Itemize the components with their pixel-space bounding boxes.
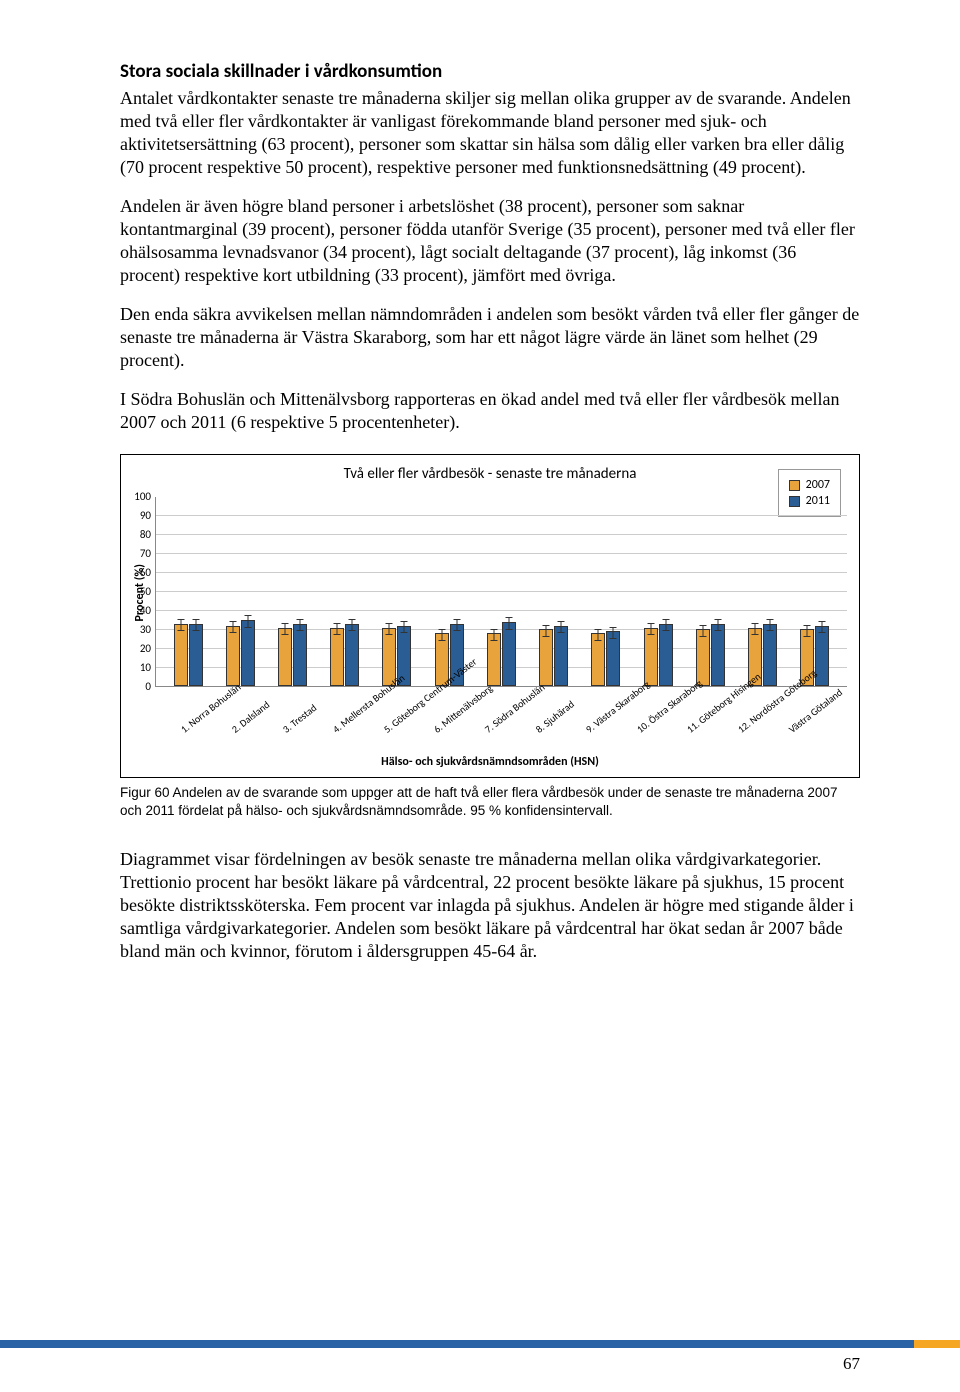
legend-label-2007: 2007 bbox=[806, 478, 830, 492]
chart-plot-area bbox=[155, 497, 847, 687]
paragraph-5: Diagrammet visar fördelningen av besök s… bbox=[120, 848, 860, 963]
bar-2007 bbox=[539, 629, 553, 686]
bar-2011 bbox=[293, 624, 307, 687]
footer-bar bbox=[0, 1340, 960, 1348]
bar-2011 bbox=[763, 624, 777, 687]
x-axis-labels: 1. Norra Bohuslän2. Dalsland3. Trestad4.… bbox=[177, 687, 847, 765]
bar-2007 bbox=[644, 628, 658, 687]
legend-swatch-2007 bbox=[789, 480, 800, 491]
bar-2011 bbox=[241, 620, 255, 687]
bar-2007 bbox=[487, 633, 501, 686]
paragraph-4: I Södra Bohuslän och Mittenälvsborg rapp… bbox=[120, 388, 860, 434]
bar-group bbox=[642, 624, 674, 687]
bar-2011 bbox=[345, 624, 359, 687]
bar-2007 bbox=[696, 629, 710, 686]
bar-group bbox=[538, 626, 570, 687]
bar-2011 bbox=[711, 624, 725, 687]
bar-2011 bbox=[502, 622, 516, 687]
bar-group bbox=[694, 624, 726, 687]
bar-group bbox=[277, 624, 309, 687]
bar-2007 bbox=[330, 628, 344, 687]
chart-title: Två eller fler vårdbesök - senaste tre m… bbox=[121, 465, 859, 483]
bar-2007 bbox=[591, 633, 605, 686]
bar-group bbox=[590, 631, 622, 686]
bar-group bbox=[329, 624, 361, 687]
paragraph-3: Den enda säkra avvikelsen mellan nämndom… bbox=[120, 303, 860, 372]
paragraph-1: Antalet vårdkontakter senaste tre månade… bbox=[120, 87, 860, 179]
bar-group bbox=[172, 624, 204, 687]
chart-container: Två eller fler vårdbesök - senaste tre m… bbox=[120, 454, 860, 778]
bar-2011 bbox=[189, 624, 203, 687]
bar-2011 bbox=[554, 626, 568, 687]
bar-2007 bbox=[174, 624, 188, 687]
bar-2007 bbox=[278, 628, 292, 687]
figure-caption: Figur 60 Andelen av de svarande som uppg… bbox=[120, 784, 860, 819]
footer-blue-segment bbox=[0, 1340, 914, 1348]
bar-2007 bbox=[226, 626, 240, 687]
bar-2011 bbox=[659, 624, 673, 687]
page-number: 67 bbox=[843, 1354, 860, 1374]
bar-group bbox=[485, 622, 517, 687]
paragraph-2: Andelen är även högre bland personer i a… bbox=[120, 195, 860, 287]
footer-orange-segment bbox=[914, 1340, 960, 1348]
section-heading: Stora sociala skillnader i vårdkonsumtio… bbox=[120, 60, 860, 83]
bar-2011 bbox=[606, 631, 620, 686]
bar-group bbox=[224, 620, 256, 687]
